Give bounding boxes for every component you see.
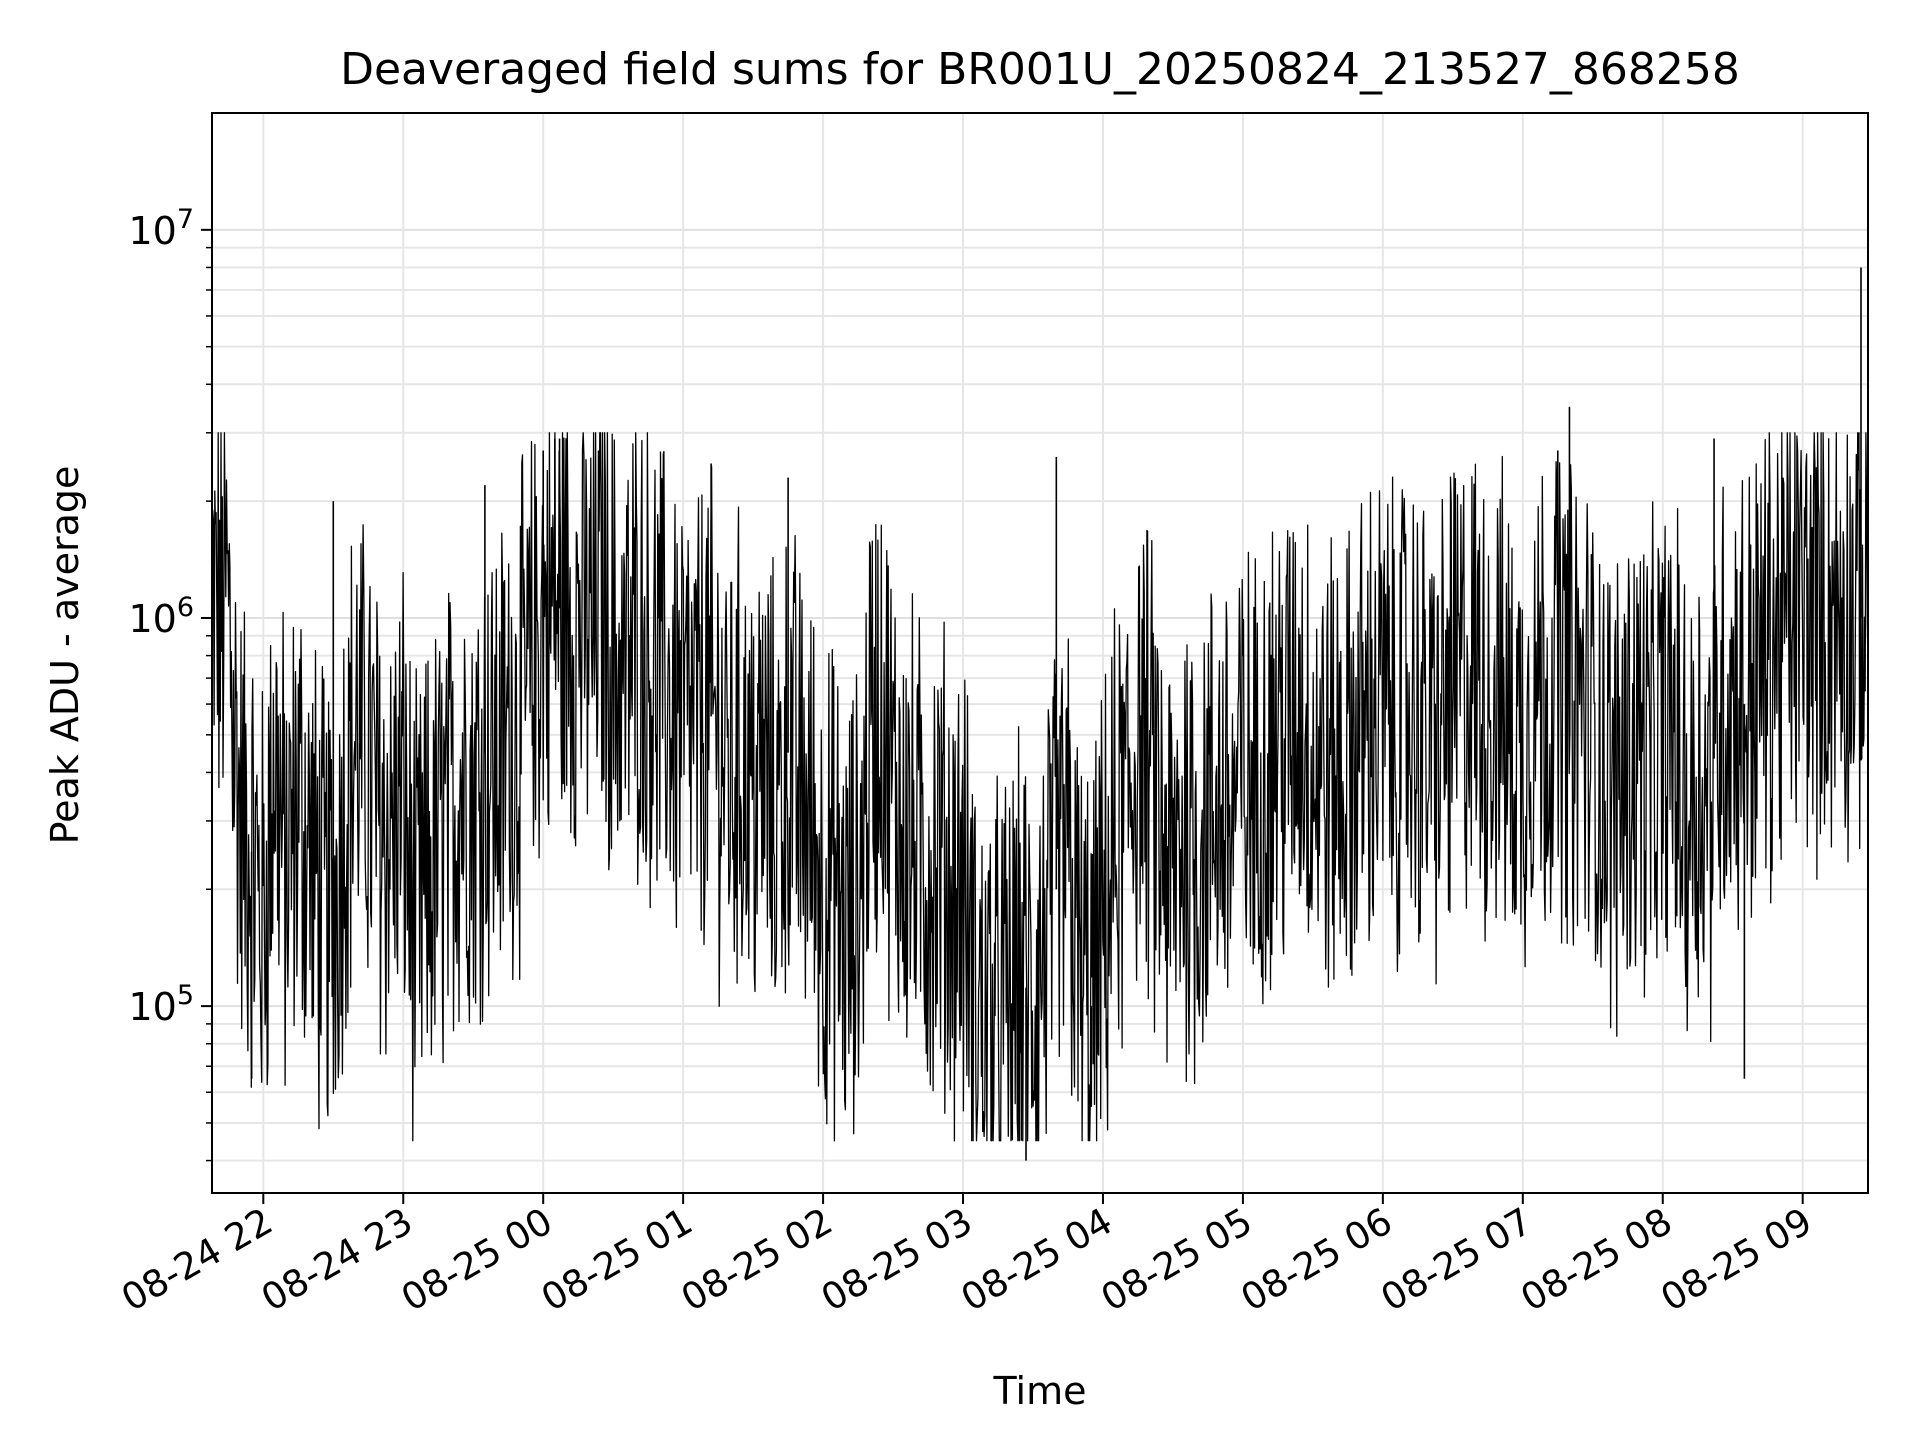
y-tick-label: 105 bbox=[128, 980, 194, 1029]
x-tick-label: 08-25 05 bbox=[1094, 1200, 1260, 1320]
x-tick-label: 08-25 03 bbox=[814, 1200, 980, 1320]
data-line bbox=[211, 173, 1869, 1161]
x-tick-label: 08-25 00 bbox=[394, 1200, 560, 1320]
x-tick-label: 08-25 09 bbox=[1654, 1200, 1820, 1320]
y-axis-label: Peak ADU - average bbox=[43, 466, 87, 845]
y-tick-label: 106 bbox=[128, 592, 194, 641]
x-tick-label: 08-25 02 bbox=[674, 1200, 840, 1320]
y-tick-label: 107 bbox=[128, 204, 194, 253]
x-tick-label: 08-25 08 bbox=[1514, 1200, 1680, 1320]
x-tick-label: 08-25 06 bbox=[1234, 1200, 1400, 1320]
chart-title: Deaveraged field sums for BR001U_2025082… bbox=[340, 44, 1740, 95]
x-tick-label: 08-24 22 bbox=[114, 1200, 280, 1320]
x-tick-label: 08-25 04 bbox=[954, 1200, 1120, 1320]
x-axis-label: Time bbox=[993, 1369, 1087, 1413]
series-line bbox=[211, 432, 1869, 1142]
x-tick-label: 08-24 23 bbox=[254, 1200, 420, 1320]
plot-frame bbox=[211, 112, 1869, 1194]
x-tick-label: 08-25 01 bbox=[534, 1200, 700, 1320]
x-tick-label: 08-25 07 bbox=[1374, 1200, 1540, 1320]
y-ticks: 105 106 107 bbox=[128, 204, 212, 1162]
grid bbox=[212, 113, 1868, 1193]
